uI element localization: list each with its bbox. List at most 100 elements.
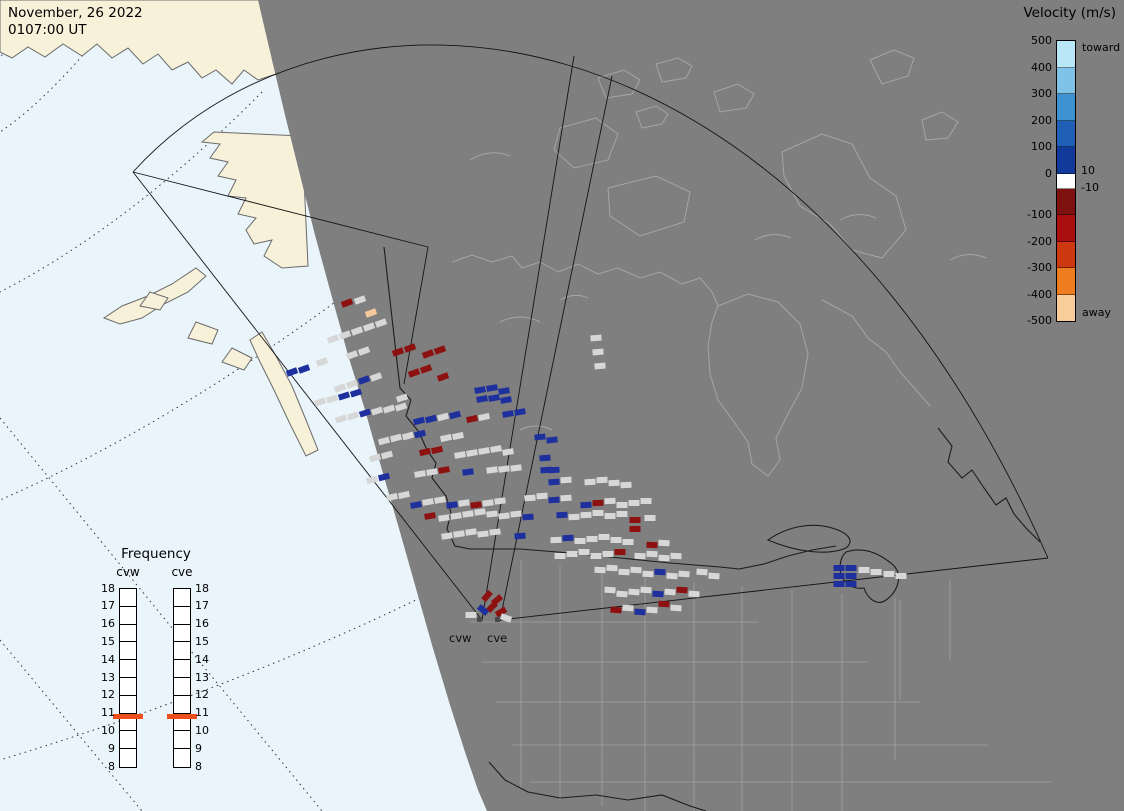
echo-cell	[334, 414, 348, 424]
velocity-tick-label: -300	[1027, 261, 1052, 274]
velocity-tick-label: -200	[1027, 234, 1052, 248]
frequency-cell	[174, 607, 190, 625]
echo-cell	[424, 512, 436, 520]
echo-cell	[377, 436, 391, 446]
echo-cell	[466, 449, 478, 457]
echo-cell	[498, 465, 510, 473]
velocity-bar-segment	[1057, 268, 1075, 295]
echo-cell	[676, 586, 688, 594]
echo-cell	[414, 470, 426, 478]
echo-cell	[574, 538, 586, 544]
velocity-tick-label: 200	[1031, 113, 1052, 127]
echo-cell	[646, 606, 658, 614]
echo-cell	[629, 526, 641, 532]
frequency-ladder-cvw	[119, 588, 137, 768]
echo-cell	[592, 510, 604, 516]
radar-site-markers	[477, 617, 500, 622]
echo-cell	[430, 445, 444, 455]
echo-cell	[696, 568, 708, 576]
frequency-scale-label-left: 11	[101, 706, 115, 720]
echo-cell	[634, 608, 646, 616]
echo-cell	[870, 569, 882, 575]
echo-cell	[486, 510, 498, 518]
frequency-scale-label-right: 15	[195, 634, 209, 648]
echo-cell	[489, 528, 501, 536]
echo-cell	[374, 318, 388, 328]
velocity-tick-label: 400	[1031, 60, 1052, 74]
velocity-tick-label: -100	[1027, 208, 1052, 221]
echo-cell	[424, 414, 438, 424]
frequency-marker-cve	[167, 714, 197, 720]
frequency-cell	[174, 678, 190, 696]
echo-cell	[419, 364, 433, 374]
echo-cell	[436, 372, 450, 382]
frequency-cell	[120, 642, 136, 661]
echo-cell	[346, 411, 360, 421]
echo-cell	[548, 478, 560, 486]
echo-cell	[604, 586, 616, 594]
echo-cell	[606, 564, 618, 572]
echo-cell	[514, 408, 526, 416]
echo-cell	[395, 393, 409, 403]
echo-cell	[358, 408, 372, 418]
echo-cell	[486, 384, 498, 392]
echo-cell	[622, 604, 634, 612]
echo-cell	[629, 517, 641, 523]
echo-cell	[590, 553, 602, 559]
echo-cell	[439, 433, 453, 443]
echo-cell	[500, 396, 512, 404]
echo-cell	[644, 515, 656, 521]
echo-cell	[534, 433, 546, 441]
echo-cell	[554, 553, 566, 559]
frequency-scale-label-left: 12	[101, 688, 115, 702]
echo-cell	[482, 499, 494, 507]
away-label: away	[1082, 306, 1111, 319]
echo-cell	[481, 589, 493, 603]
echo-cell	[708, 572, 720, 580]
frequency-scale-label-left: 16	[101, 617, 115, 631]
echo-cell	[510, 464, 522, 472]
velocity-zero-band	[1057, 173, 1075, 189]
echo-cell	[338, 330, 352, 340]
frequency-column-header-cve: cve	[171, 565, 193, 579]
time-line: 0107:00 UT	[8, 21, 87, 38]
frequency-cell	[120, 731, 136, 750]
echo-cell	[454, 451, 466, 459]
pos-threshold-label: 10	[1081, 164, 1095, 177]
date-line: November, 26 2022	[8, 5, 143, 21]
velocity-bar-segment	[1057, 215, 1075, 242]
echo-cell	[448, 410, 462, 420]
echo-cell	[524, 494, 536, 502]
echo-cell	[640, 498, 652, 504]
frequency-cell	[174, 660, 190, 678]
neg-threshold-label: -10	[1081, 181, 1099, 194]
echo-cell	[470, 501, 482, 509]
frequency-scale-label-left: 17	[101, 599, 115, 613]
echo-cell	[539, 454, 551, 462]
echo-cell	[450, 512, 462, 520]
echo-cell	[608, 479, 620, 487]
echo-cell	[410, 501, 422, 509]
echo-cell	[494, 606, 508, 618]
echo-cell	[883, 571, 895, 577]
echo-cell	[349, 388, 363, 398]
echo-cell	[382, 404, 396, 414]
echo-cell	[566, 551, 578, 557]
echo-cell	[325, 394, 339, 404]
echo-cell	[616, 511, 628, 517]
frequency-scale-label-left: 14	[101, 652, 115, 666]
echo-cell	[592, 348, 604, 356]
frequency-cell	[174, 642, 190, 661]
frequency-scale-label-right: 12	[195, 688, 209, 702]
echo-cell	[622, 539, 634, 545]
frequency-cell	[174, 589, 190, 607]
echo-cell	[630, 566, 642, 574]
echo-cell	[462, 510, 474, 518]
echo-cell	[326, 334, 340, 344]
echo-cell	[462, 468, 474, 476]
echo-cell	[610, 606, 622, 614]
echo-cell	[385, 492, 399, 502]
echo-cell	[490, 445, 502, 453]
